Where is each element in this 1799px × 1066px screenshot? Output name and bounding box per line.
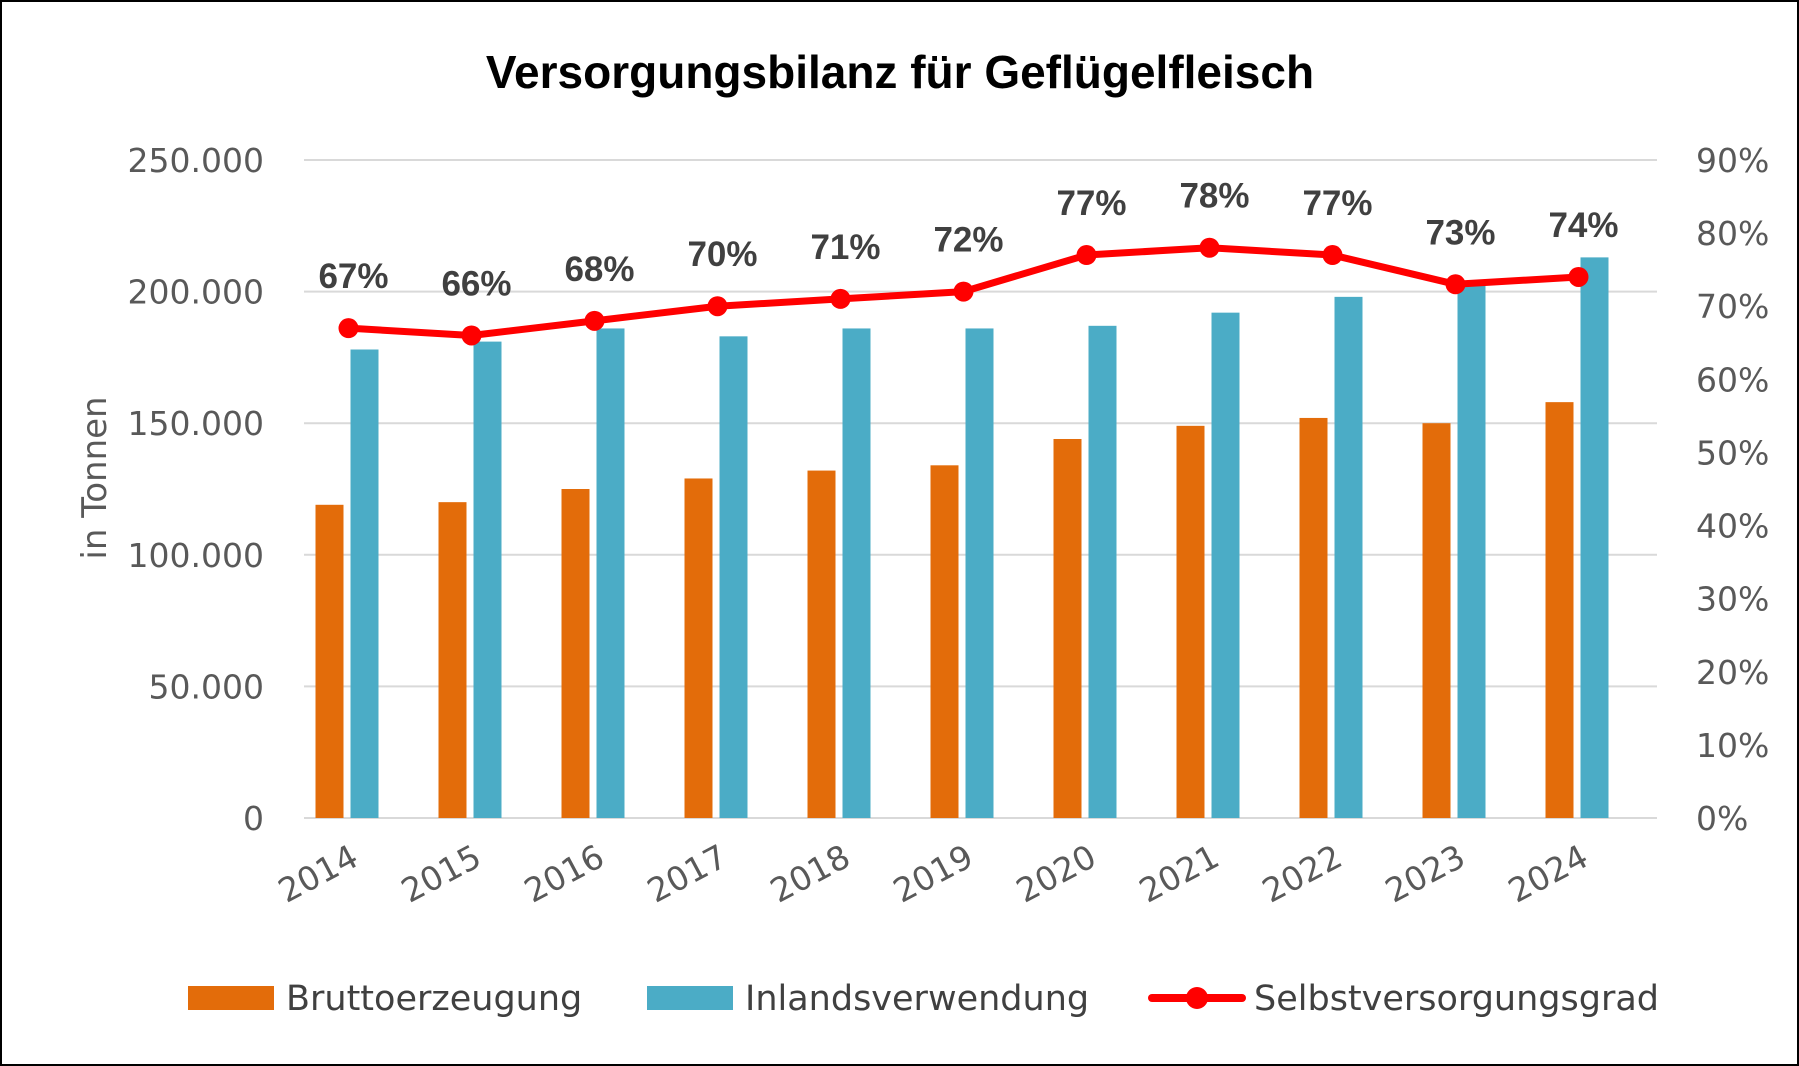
- line-marker: [707, 296, 728, 317]
- chart-title: Versorgungsbilanz für Geflügelfleisch: [486, 46, 1314, 98]
- y2-tick-label: 80%: [1696, 214, 1769, 253]
- y2-tick-label: 60%: [1696, 360, 1769, 399]
- bar-inlandsverwendung: [965, 328, 994, 818]
- bar-inlandsverwendung: [1580, 257, 1609, 818]
- legend-marker-selbstversorgungsgrad: [1186, 987, 1208, 1009]
- data-label: 77%: [1302, 184, 1372, 223]
- x-tick-label: 2022: [1256, 837, 1348, 911]
- legend-label-selbstversorgungsgrad: Selbstversorgungsgrad: [1254, 979, 1659, 1019]
- y-tick-label: 150.000: [128, 404, 264, 443]
- data-label: 71%: [810, 228, 880, 267]
- legend-swatch-bruttoerzeugung: [188, 986, 274, 1010]
- y2-tick-label: 10%: [1696, 726, 1769, 765]
- line-marker: [1199, 237, 1220, 258]
- data-labels: 67% 66% 68% 70% 71% 72% 77% 78% 77% 73% 74%: [318, 177, 1618, 304]
- bar-inlandsverwendung: [350, 349, 379, 818]
- y2-tick-label: 20%: [1696, 653, 1769, 692]
- y-axis-left: 0 50.000 100.000 150.000 200.000 250.000: [128, 141, 264, 838]
- y2-tick-label: 40%: [1696, 507, 1769, 546]
- y-axis-label: in Tonnen: [75, 396, 115, 559]
- bar-bruttoerzeugung: [1422, 423, 1451, 818]
- legend-label-inlandsverwendung: Inlandsverwendung: [745, 979, 1089, 1019]
- bars: [315, 257, 1609, 818]
- y2-tick-label: 30%: [1696, 580, 1769, 619]
- x-tick-label: 2023: [1379, 837, 1471, 911]
- y2-tick-label: 50%: [1696, 433, 1769, 472]
- bar-bruttoerzeugung: [438, 502, 467, 818]
- x-axis: 2014 2015 2016 2017 2018 2019 2020 2021 2022 2023…: [272, 837, 1594, 911]
- bar-bruttoerzeugung: [1545, 402, 1574, 818]
- data-label: 72%: [933, 221, 1003, 260]
- bar-bruttoerzeugung: [684, 478, 713, 818]
- x-tick-label: 2018: [764, 837, 856, 911]
- bar-bruttoerzeugung: [930, 465, 959, 818]
- bar-inlandsverwendung: [1457, 281, 1486, 818]
- legend-label-bruttoerzeugung: Bruttoerzeugung: [286, 979, 582, 1019]
- line-marker: [1322, 245, 1343, 266]
- y-tick-label: 250.000: [128, 141, 264, 180]
- bar-bruttoerzeugung: [1299, 417, 1328, 818]
- data-label: 78%: [1179, 177, 1249, 216]
- bar-inlandsverwendung: [1211, 312, 1240, 818]
- y-tick-label: 100.000: [128, 536, 264, 575]
- bar-bruttoerzeugung: [1176, 425, 1205, 818]
- bar-inlandsverwendung: [1088, 325, 1117, 818]
- bar-bruttoerzeugung: [315, 504, 344, 818]
- data-label: 77%: [1056, 184, 1126, 223]
- y2-tick-label: 70%: [1696, 287, 1769, 326]
- data-label: 67%: [318, 257, 388, 296]
- y-tick-label: 0: [243, 799, 264, 838]
- x-tick-label: 2021: [1133, 837, 1225, 911]
- bar-inlandsverwendung: [1334, 296, 1363, 818]
- legend-swatch-inlandsverwendung: [647, 986, 733, 1010]
- line-series: [338, 237, 1589, 346]
- y2-tick-label: 90%: [1696, 141, 1769, 180]
- y-tick-label: 200.000: [128, 273, 264, 312]
- data-label: 68%: [564, 250, 634, 289]
- x-tick-label: 2020: [1010, 837, 1102, 911]
- bar-inlandsverwendung: [842, 328, 871, 818]
- line-marker: [338, 318, 359, 339]
- x-tick-label: 2014: [272, 837, 364, 911]
- x-tick-label: 2017: [641, 837, 733, 911]
- data-label: 70%: [687, 235, 757, 274]
- x-tick-label: 2019: [887, 837, 979, 911]
- legend: Bruttoerzeugung Inlandsverwendung Selbstve…: [188, 979, 1659, 1019]
- bar-bruttoerzeugung: [1053, 438, 1082, 818]
- data-label: 73%: [1425, 213, 1495, 252]
- bar-inlandsverwendung: [596, 328, 625, 818]
- line-marker: [584, 310, 605, 331]
- bar-inlandsverwendung: [719, 336, 748, 818]
- data-label: 74%: [1548, 206, 1618, 245]
- y-axis-right: 0% 10% 20% 30% 40% 50% 60% 70% 80% 90%: [1696, 141, 1769, 838]
- bar-bruttoerzeugung: [561, 489, 590, 818]
- line-marker: [953, 281, 974, 302]
- y2-tick-label: 0%: [1696, 799, 1748, 838]
- line-marker: [1445, 274, 1466, 295]
- x-tick-label: 2016: [518, 837, 610, 911]
- line-marker: [1568, 266, 1589, 287]
- bar-bruttoerzeugung: [807, 470, 836, 818]
- bar-inlandsverwendung: [473, 341, 502, 818]
- data-label: 66%: [441, 264, 511, 303]
- line-marker: [830, 288, 851, 309]
- x-tick-label: 2015: [395, 837, 487, 911]
- line-marker: [461, 325, 482, 346]
- line-marker: [1076, 245, 1097, 266]
- x-tick-label: 2024: [1502, 837, 1594, 911]
- y-tick-label: 50.000: [149, 667, 264, 706]
